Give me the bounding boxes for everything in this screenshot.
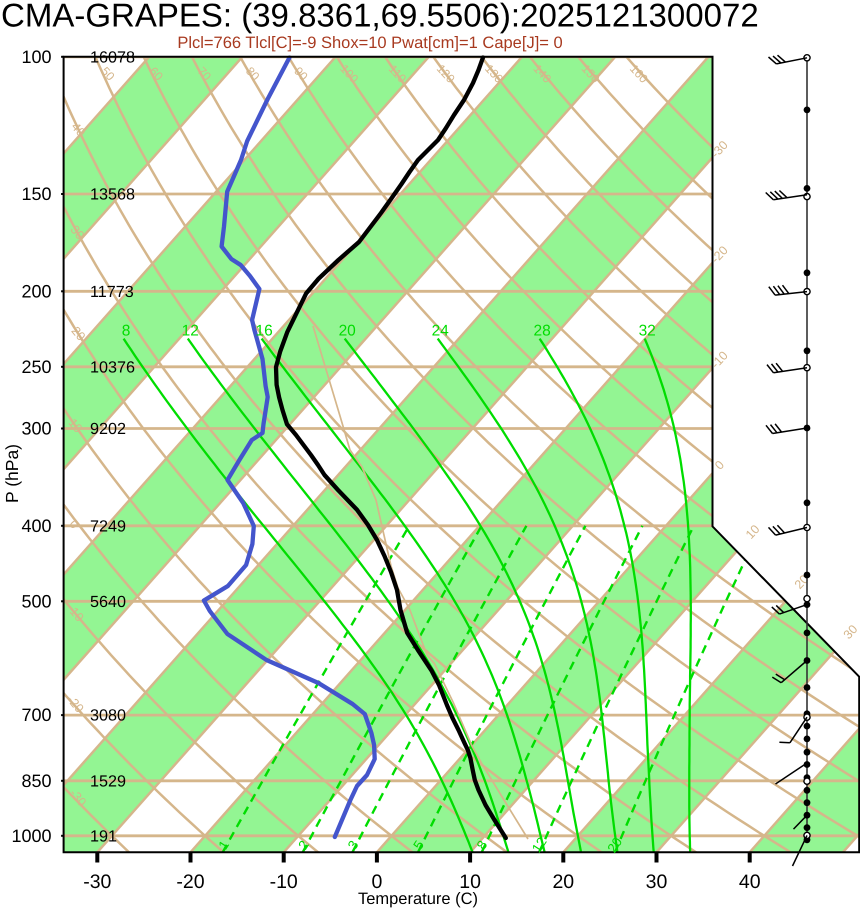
svg-text:28: 28 <box>533 323 550 340</box>
svg-text:16078: 16078 <box>90 48 135 66</box>
svg-text:12: 12 <box>182 323 199 340</box>
svg-text:100: 100 <box>21 47 51 67</box>
svg-text:191: 191 <box>90 827 117 845</box>
svg-text:0: 0 <box>371 871 382 893</box>
svg-text:-20: -20 <box>176 871 204 893</box>
svg-text:150: 150 <box>21 184 51 204</box>
svg-text:200: 200 <box>21 281 51 301</box>
svg-text:1000: 1000 <box>11 826 51 846</box>
svg-text:400: 400 <box>21 516 51 536</box>
svg-text:30: 30 <box>841 622 860 642</box>
svg-text:300: 300 <box>21 419 51 439</box>
svg-text:Plcl=766 Tlcl[C]=-9 Shox=10 Pw: Plcl=766 Tlcl[C]=-9 Shox=10 Pwat[cm]=1 C… <box>177 34 562 52</box>
svg-text:12: 12 <box>529 835 550 856</box>
svg-text:24: 24 <box>432 323 450 340</box>
svg-text:9202: 9202 <box>90 420 126 438</box>
svg-text:-10: -10 <box>270 871 298 893</box>
svg-text:-30: -30 <box>83 871 111 893</box>
svg-text:250: 250 <box>21 357 51 377</box>
svg-text:13568: 13568 <box>90 186 135 204</box>
svg-text:8: 8 <box>122 323 131 340</box>
svg-text:20: 20 <box>552 871 574 893</box>
svg-text:32: 32 <box>639 323 656 340</box>
svg-text:700: 700 <box>21 705 51 725</box>
svg-text:850: 850 <box>21 771 51 791</box>
svg-text:10: 10 <box>459 871 481 893</box>
svg-text:11773: 11773 <box>90 283 134 301</box>
svg-text:5640: 5640 <box>90 593 126 611</box>
svg-text:20: 20 <box>604 835 625 856</box>
svg-text:3080: 3080 <box>90 707 126 725</box>
svg-text:10: 10 <box>66 416 86 436</box>
svg-text:Temperature (C): Temperature (C) <box>358 890 478 908</box>
svg-text:10376: 10376 <box>90 358 135 376</box>
svg-text:40: 40 <box>739 871 761 893</box>
svg-text:16: 16 <box>255 323 272 340</box>
svg-text:1529: 1529 <box>90 772 126 790</box>
svg-text:30: 30 <box>646 871 668 893</box>
svg-text:500: 500 <box>21 591 51 611</box>
svg-text:P (hPa): P (hPa) <box>2 444 22 503</box>
svg-text:7249: 7249 <box>90 517 126 535</box>
svg-text:20: 20 <box>339 323 357 340</box>
svg-text:CMA-GRAPES: (39.8361,69.5506):: CMA-GRAPES: (39.8361,69.5506):2025121300… <box>1 0 759 34</box>
